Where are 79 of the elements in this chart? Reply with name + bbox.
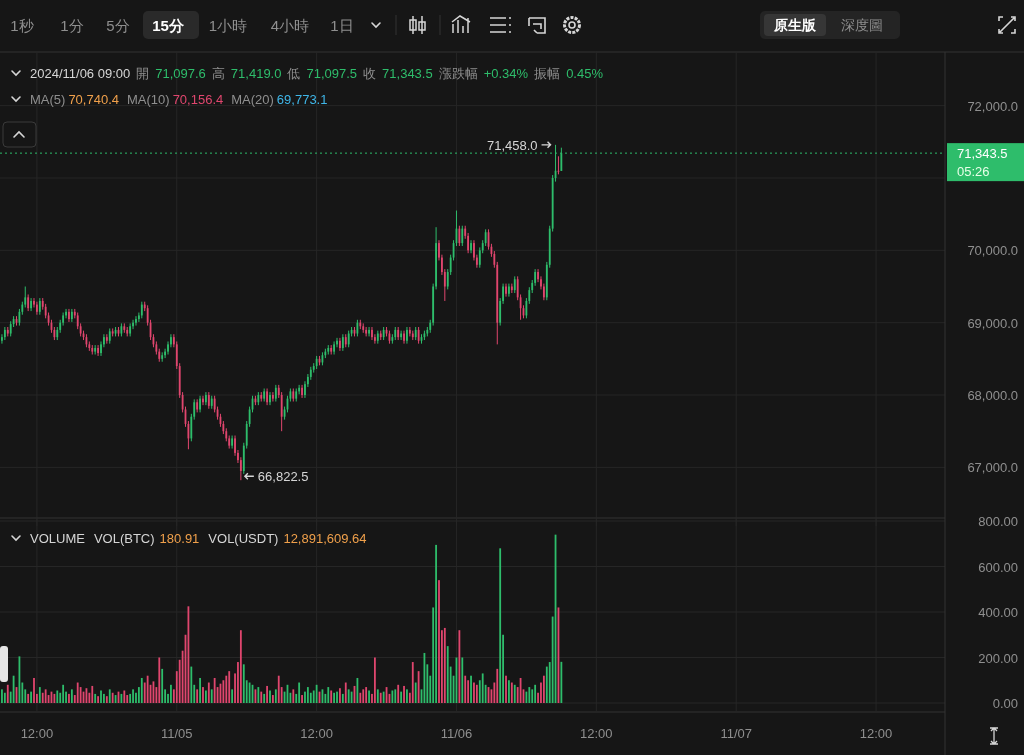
candlestick [403,330,405,345]
y-tick-label: 70,000.0 [967,243,1018,259]
annotation: 12,891,609.64 [283,531,367,546]
text: 原生版 [773,17,817,33]
candlestick [97,344,99,357]
annotation: 71,097.5 [306,66,358,81]
candlestick [408,326,411,337]
annotation: +0.34% [483,66,529,81]
candlestick [3,326,6,341]
x-tick-label: 11/07 [720,726,752,741]
candlestick [333,340,335,355]
candlestick [135,315,137,327]
annotation: 180.91 [159,531,200,546]
candlestick [406,326,408,345]
text: 1小時 [208,17,248,34]
y-tick-label: 800.00 [978,514,1018,529]
candlestick [371,326,373,341]
candlestick [68,308,70,323]
candlestick [269,391,271,406]
x-tick-label: 11/06 [440,726,473,741]
annotation: 71,458.0 [486,137,538,153]
annotation: 振幅 [534,66,561,81]
candlestick [199,395,201,413]
x-tick-label: 12:00 [580,726,613,741]
y-tick-label: 0.00 [992,696,1018,711]
annotation: 低 [287,66,301,81]
annotation: 70,156.4 [172,92,224,107]
y-tick-label: 72,000.0 [967,98,1018,114]
annotation: VOL(BTC) [93,531,155,546]
candlestick [508,283,510,298]
annotation: MA(20) [231,92,274,107]
annotation: 開 [136,66,150,81]
annotation: MA(5) [30,92,66,107]
annotation: 71,343.5 [382,66,433,81]
candlestick [272,391,274,403]
text: 15分 [152,17,185,34]
candlestick [301,384,303,399]
annotation: 70,740.4 [68,92,119,107]
text: 1日 [330,17,354,34]
y-tick-label: 69,000.0 [967,315,1018,331]
candlestick [458,225,461,247]
y-tick-label: 68,000.0 [967,388,1018,404]
candlestick [505,283,507,298]
text: 1秒 [10,17,34,34]
y-tick-label: 200.00 [978,650,1018,666]
annotation: VOLUME [30,531,86,546]
annotation: 66,822.5 [257,469,309,485]
candlestick [470,239,472,254]
x-tick-label: 12:00 [20,726,54,741]
x-tick-label: 11/05 [160,726,193,741]
x-tick-label: 12:00 [859,726,893,741]
ref-line-label: 71,343.5 [957,146,1008,162]
candlestick [266,388,268,406]
y-tick-label: 400.00 [978,605,1018,620]
text: 深度圖 [841,17,883,33]
annotation: 71,419.0 [230,66,282,81]
annotation: 0.45% [566,66,604,81]
text: 05:26 [957,164,990,180]
candlestick [36,301,38,316]
text: 4小時 [270,17,310,34]
annotation: 2024/11/06 09:00 [30,66,131,81]
candlestick [339,337,341,352]
text: 5分 [106,17,130,34]
y-tick-label: 600.00 [978,559,1018,575]
text: 1分 [60,17,84,34]
annotation: 71,097.6 [155,66,206,81]
annotation: 69,773.1 [276,92,328,107]
annotation: 收 [363,66,377,81]
x-tick-label: 12:00 [300,726,333,741]
candlestick [280,391,283,432]
annotation: VOL(USDT) [208,531,279,546]
annotation: MA(10) [127,92,170,107]
candlestick [368,326,370,337]
annotation: 高 [211,66,225,81]
y-tick-label: 67,000.0 [967,460,1018,476]
candlestick [70,308,73,323]
annotation: 漲跌幅 [438,66,478,81]
candlestick [30,297,32,312]
candlestick [205,391,207,406]
